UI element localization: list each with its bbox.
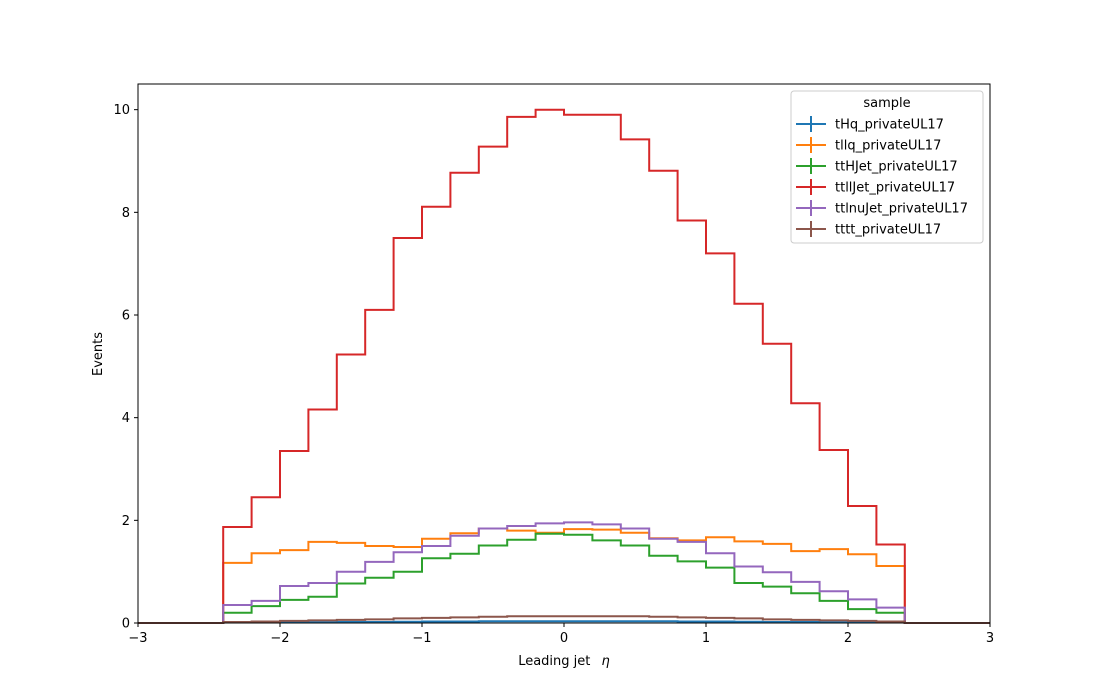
legend-label: tHq_privateUL17 (835, 118, 944, 133)
series-line-3 (138, 108, 990, 624)
x-tick-label: 3 (986, 631, 994, 646)
legend: sample tHq_privateUL17 tllq_privateUL17tt… (790, 90, 984, 244)
y-axis-label: Events (91, 332, 106, 376)
plot-frame (137, 83, 991, 624)
series-line-1 (138, 527, 990, 624)
legend-item: tllq_privateUL17 (796, 137, 941, 154)
legend-title: sample (863, 96, 910, 111)
y-tick-label: 2 (122, 514, 130, 529)
x-tick-label: 1 (702, 631, 710, 646)
y-tick-label: 0 (122, 617, 130, 632)
series-layer (138, 108, 990, 624)
series-line-4 (138, 521, 990, 624)
legend-item: ttlnuJet_privateUL17 (796, 200, 968, 217)
legend-label: ttllJet_privateUL17 (835, 181, 955, 196)
y-axis-ticks: 0 2 4 6 8 10 (113, 103, 138, 632)
x-axis-ticks: −3 −2 −1 0 1 2 3 (128, 623, 994, 646)
series-line-2 (138, 532, 990, 624)
x-tick-label: −3 (128, 631, 147, 646)
legend-item: tttt_privateUL17 (796, 221, 941, 238)
y-tick-label: 6 (122, 309, 130, 324)
x-tick-label: 2 (844, 631, 852, 646)
legend-label: ttHJet_privateUL17 (835, 160, 958, 175)
x-axis-label: Leading jet η (518, 654, 610, 669)
legend-item: ttllJet_privateUL17 (796, 179, 955, 196)
y-tick-label: 10 (113, 103, 130, 118)
y-tick-label: 4 (122, 411, 130, 426)
legend-label: tttt_privateUL17 (835, 223, 941, 238)
legend-box (790, 90, 984, 244)
x-tick-label: −2 (270, 631, 289, 646)
x-tick-label: 0 (560, 631, 568, 646)
series-line-5 (138, 615, 990, 624)
y-tick-label: 8 (122, 206, 130, 221)
x-axis-label-symbol: η (602, 654, 610, 669)
series-line-0 (138, 620, 990, 624)
legend-label: tllq_privateUL17 (835, 139, 941, 154)
legend-item: ttHJet_privateUL17 (796, 158, 958, 175)
legend-item: tHq_privateUL17 (796, 116, 944, 133)
legend-label: ttlnuJet_privateUL17 (835, 202, 968, 217)
x-tick-label: −1 (412, 631, 431, 646)
legend-items: tHq_privateUL17 tllq_privateUL17 ttHJet_pr… (796, 116, 968, 238)
x-axis-label-text: Leading jet (518, 654, 590, 669)
